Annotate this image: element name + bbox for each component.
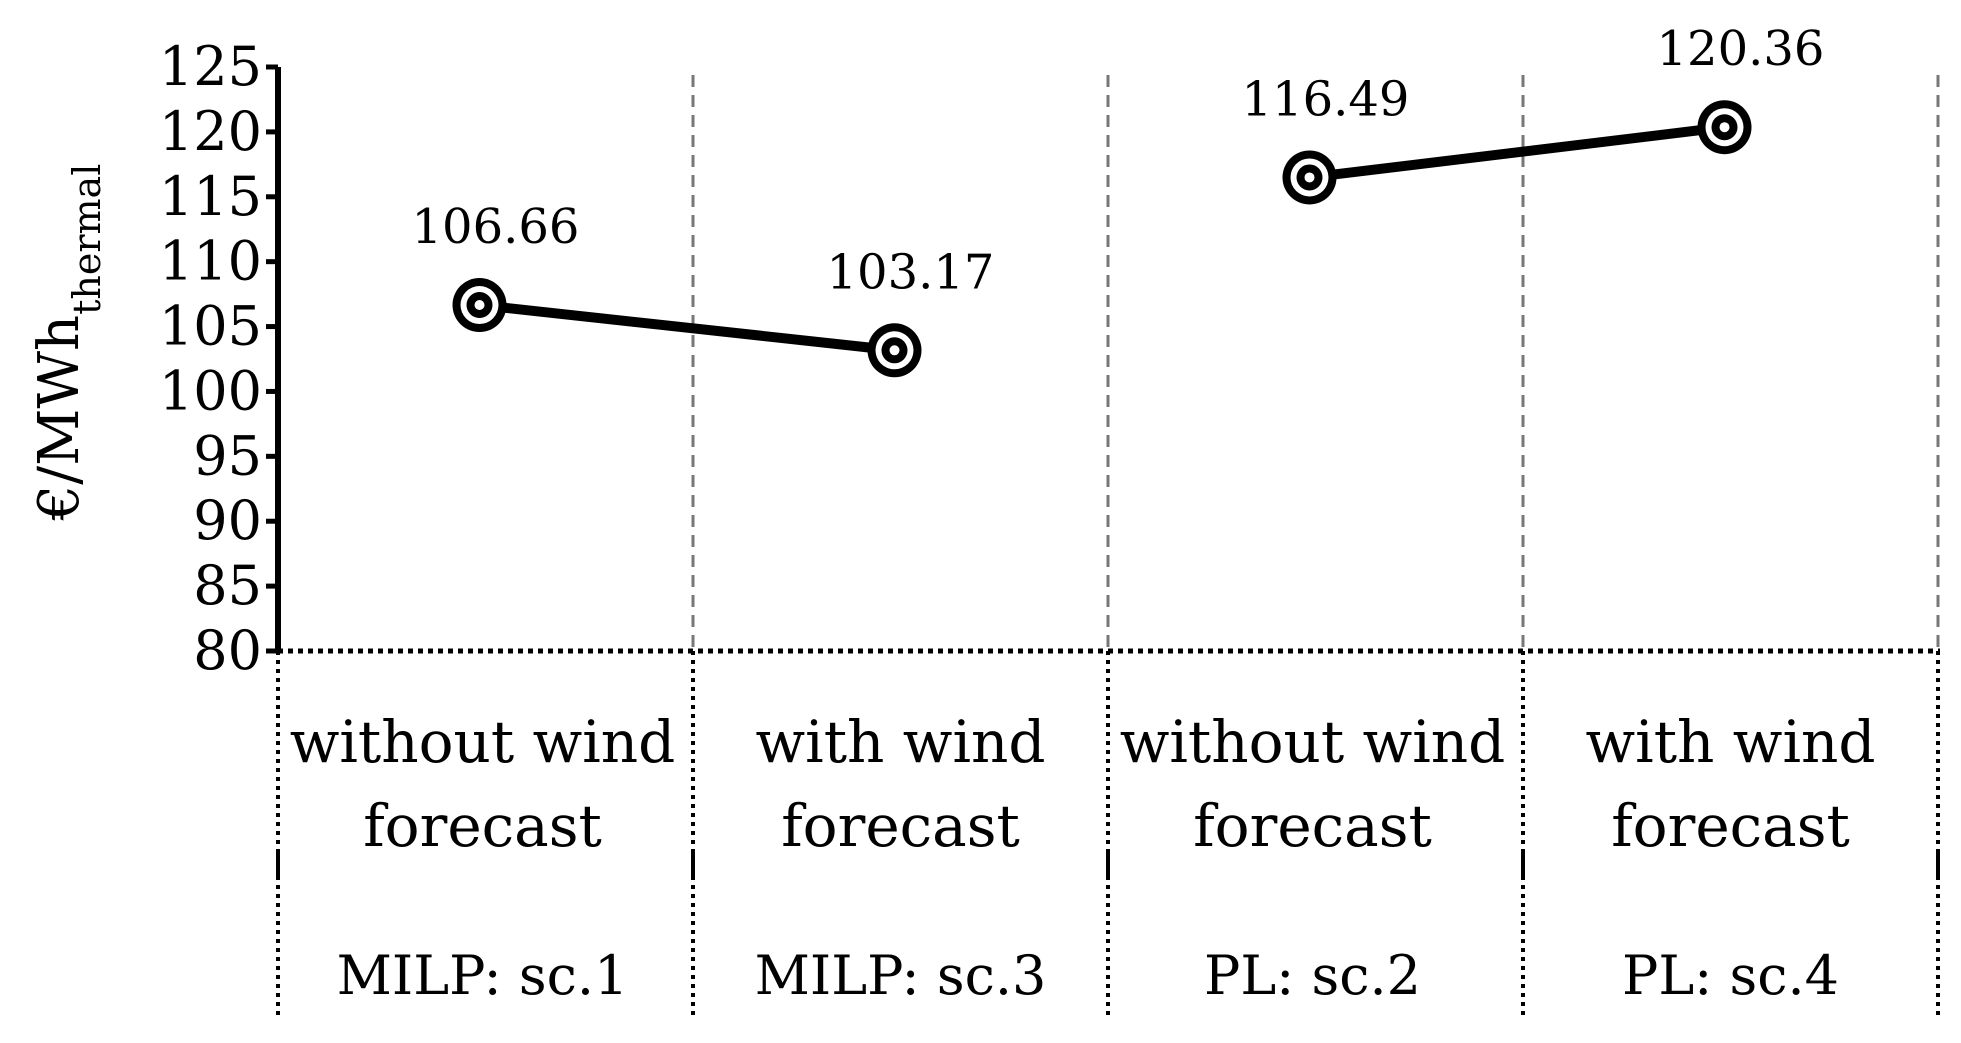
category-label: forecast — [1193, 792, 1432, 860]
y-tick-label: 85 — [193, 554, 262, 617]
y-tick-label: 80 — [193, 619, 262, 682]
data-label: 120.36 — [1657, 21, 1825, 77]
y-axis-label: €/MWhthermal — [27, 164, 109, 522]
y-tick-label: 115 — [159, 165, 262, 228]
category-label: forecast — [1611, 792, 1850, 860]
category-label: forecast — [363, 792, 602, 860]
scenario-label: PL: sc.4 — [1622, 944, 1839, 1007]
data-label: 103.17 — [827, 244, 995, 300]
category-label: without wind — [290, 708, 676, 776]
series-line — [474, 300, 900, 356]
data-label: 116.49 — [1242, 71, 1410, 127]
data-point-marker-center — [474, 300, 485, 311]
scenario-label: MILP: sc.3 — [755, 944, 1047, 1007]
y-tick-label: 110 — [159, 230, 262, 293]
category-label: with wind — [756, 708, 1046, 776]
y-tick-label: 125 — [159, 35, 262, 98]
y-tick-label: 120 — [159, 100, 262, 163]
category-label: with wind — [1586, 708, 1876, 776]
data-point-marker-center — [889, 345, 900, 356]
scenario-label: MILP: sc.1 — [337, 944, 629, 1007]
y-tick-label: 100 — [159, 359, 262, 422]
y-tick-label: 105 — [159, 295, 262, 358]
data-point-marker-center — [1719, 122, 1730, 133]
data-point-marker-center — [1304, 172, 1315, 183]
scenario-label: PL: sc.2 — [1204, 944, 1421, 1007]
category-label: without wind — [1120, 708, 1506, 776]
series-line — [1304, 122, 1730, 183]
data-label: 106.66 — [412, 199, 580, 255]
y-tick-label: 95 — [193, 424, 262, 487]
category-label: forecast — [781, 792, 1020, 860]
y-tick-label: 90 — [193, 489, 262, 552]
